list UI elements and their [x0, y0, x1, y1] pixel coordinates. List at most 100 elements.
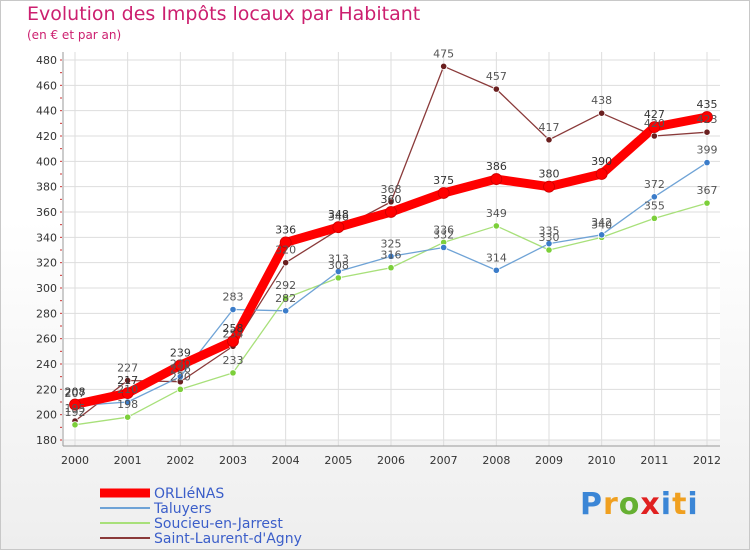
data-label: 314	[486, 251, 507, 264]
data-point	[650, 193, 658, 201]
y-tick-label: 480	[36, 54, 57, 67]
data-label: 375	[433, 174, 454, 187]
data-label: 475	[433, 47, 454, 60]
data-label: 325	[381, 237, 402, 250]
data-point	[385, 206, 397, 218]
data-label: 192	[65, 406, 86, 419]
x-tick-label: 2005	[324, 454, 352, 467]
data-label: 438	[591, 94, 612, 107]
y-tick-label: 380	[36, 181, 57, 194]
y-tick-label: 320	[36, 257, 57, 270]
data-label: 239	[170, 346, 191, 359]
data-point	[387, 252, 395, 260]
data-point	[543, 180, 555, 193]
data-label: 233	[223, 354, 244, 367]
data-point	[492, 85, 500, 93]
data-label: 308	[328, 259, 349, 272]
data-point	[71, 421, 79, 429]
y-tick-label: 300	[36, 282, 57, 295]
data-point	[387, 198, 395, 206]
data-point	[492, 266, 500, 274]
data-label: 254	[223, 327, 244, 340]
data-label: 457	[486, 70, 507, 83]
data-label: 372	[644, 178, 665, 191]
data-point	[703, 159, 711, 167]
logo-letter: P	[580, 487, 603, 522]
y-tick-label: 220	[36, 383, 57, 396]
data-point	[332, 221, 345, 234]
x-tick-label: 2008	[482, 454, 510, 467]
data-label: 227	[117, 361, 138, 374]
data-label: 210	[117, 383, 138, 396]
proxiti-logo: Proxiti	[580, 487, 699, 522]
data-label: 230	[170, 358, 191, 371]
data-label: 367	[697, 184, 718, 197]
data-label: 220	[170, 370, 191, 383]
data-point	[334, 267, 342, 276]
data-label: 292	[275, 279, 296, 292]
data-point	[490, 173, 503, 185]
data-point	[440, 62, 448, 70]
data-label: 340	[591, 218, 612, 231]
y-tick-label: 280	[36, 307, 57, 320]
logo-letter: r	[603, 487, 619, 522]
data-point	[334, 274, 342, 282]
data-label: 282	[275, 292, 296, 305]
data-point	[176, 385, 184, 393]
data-point	[701, 111, 713, 123]
data-label: 423	[697, 113, 718, 126]
chart-title: Evolution des Impôts locaux par Habitant	[27, 3, 421, 25]
data-label: 349	[486, 207, 507, 220]
data-point	[650, 132, 658, 140]
data-label: 417	[539, 121, 560, 134]
data-point	[229, 305, 237, 314]
data-point	[545, 240, 553, 248]
data-point	[598, 231, 606, 239]
data-label: 226	[170, 363, 191, 376]
data-point	[387, 264, 395, 272]
legend-label: ORLIéNAS	[154, 486, 224, 502]
data-label: 313	[328, 253, 349, 266]
data-label: 427	[644, 108, 665, 121]
data-point	[545, 246, 553, 254]
data-point	[282, 259, 290, 267]
y-tick-label: 360	[36, 206, 57, 219]
data-point	[227, 335, 239, 348]
logo-letter: o	[618, 487, 641, 522]
data-point	[176, 373, 184, 381]
data-point	[69, 398, 81, 411]
data-point	[282, 294, 290, 302]
data-label: 217	[117, 374, 138, 387]
data-label: 346	[328, 211, 349, 224]
data-point	[440, 243, 448, 252]
x-tick-label: 2011	[640, 454, 668, 467]
logo-letter: t	[672, 487, 688, 522]
logo-letter: x	[640, 487, 661, 522]
logo-letter: i	[687, 487, 699, 522]
data-label: 336	[275, 223, 296, 236]
data-label: 380	[539, 168, 560, 181]
x-tick-label: 2003	[219, 454, 247, 467]
data-point	[595, 168, 608, 180]
y-tick-label: 200	[36, 409, 57, 422]
data-point	[229, 369, 237, 377]
y-tick-label: 340	[36, 231, 57, 244]
data-label: 335	[539, 225, 560, 238]
chart-subtitle: (en € et par an)	[27, 28, 122, 42]
x-tick-label: 2009	[535, 454, 563, 467]
data-point	[492, 222, 500, 230]
x-tick-label: 2004	[272, 454, 300, 467]
data-label: 207	[65, 387, 86, 400]
data-label: 258	[223, 322, 244, 335]
y-tick-label: 460	[36, 79, 57, 92]
legend-label: Soucieu-en-Jarrest	[154, 516, 283, 532]
data-label: 195	[65, 402, 86, 415]
data-point	[124, 376, 132, 385]
y-tick-label: 180	[36, 434, 57, 447]
x-tick-label: 2012	[693, 454, 721, 467]
y-tick-label: 400	[36, 155, 57, 168]
data-label: 320	[275, 244, 296, 257]
data-point	[124, 413, 132, 421]
data-point	[279, 236, 292, 249]
